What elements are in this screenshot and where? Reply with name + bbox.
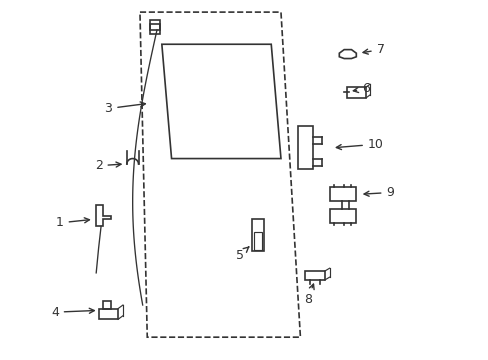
- Text: 4: 4: [51, 306, 94, 319]
- Text: 2: 2: [95, 159, 121, 172]
- Bar: [329, 187, 356, 202]
- Bar: [305, 271, 324, 280]
- Bar: [99, 309, 118, 319]
- Bar: [297, 126, 312, 169]
- Bar: [329, 208, 356, 223]
- Text: 8: 8: [303, 284, 313, 306]
- Text: 10: 10: [336, 138, 383, 151]
- Bar: [149, 23, 160, 33]
- Text: 5: 5: [235, 247, 248, 261]
- Text: 1: 1: [56, 216, 89, 229]
- Bar: [103, 301, 111, 309]
- Text: 3: 3: [104, 102, 145, 115]
- Bar: [149, 20, 160, 30]
- Bar: [254, 232, 261, 249]
- Bar: [346, 87, 366, 98]
- Text: 9: 9: [363, 186, 393, 199]
- Bar: [251, 219, 264, 251]
- Text: 6: 6: [353, 82, 369, 95]
- Text: 7: 7: [362, 43, 384, 56]
